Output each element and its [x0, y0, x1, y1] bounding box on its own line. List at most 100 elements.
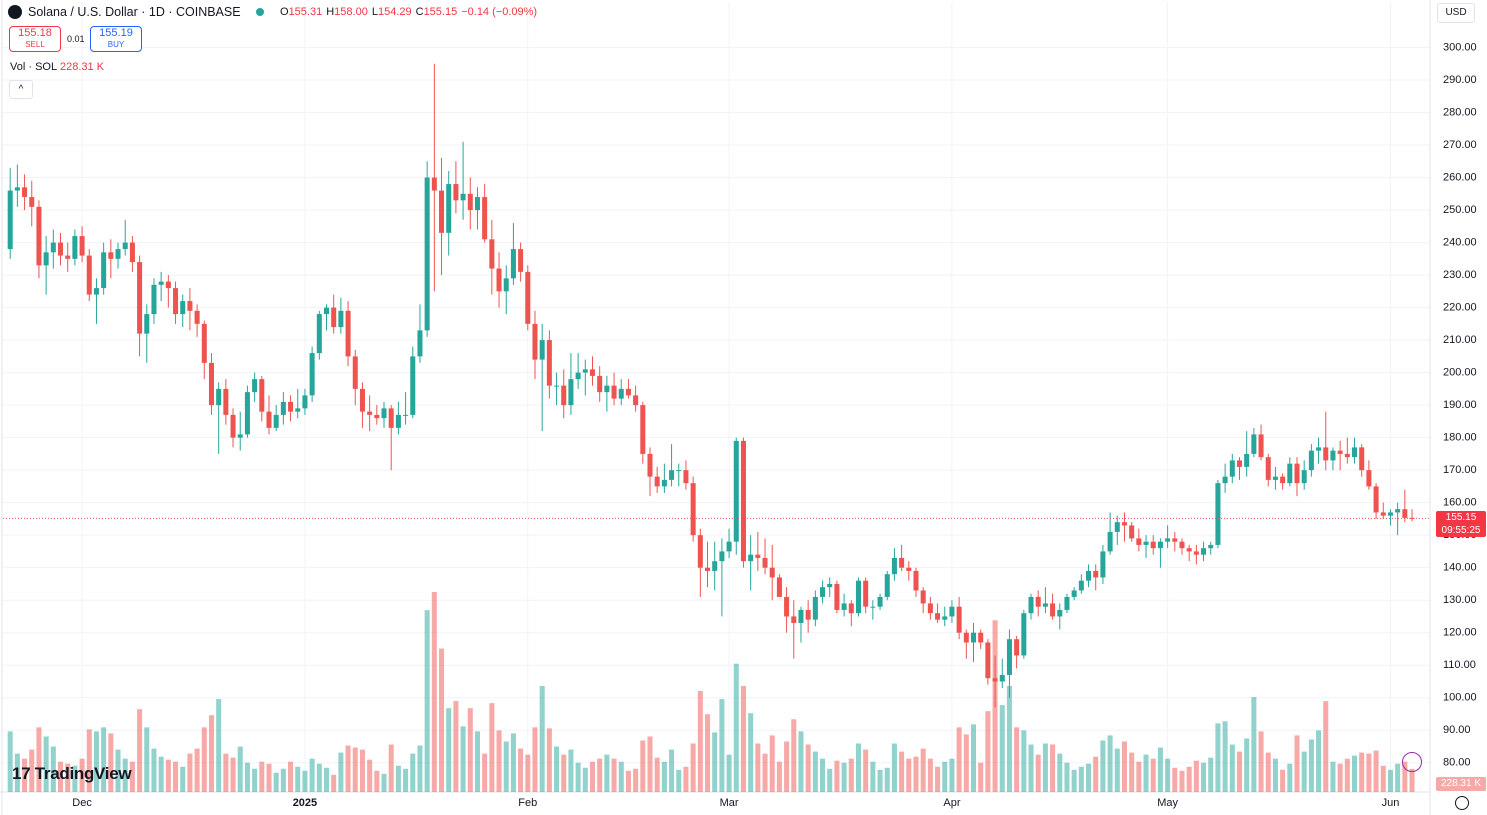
volume-bar [539, 685, 545, 792]
candle-body [1344, 453, 1350, 458]
candle-body [1409, 517, 1415, 519]
volume-bar [661, 761, 667, 792]
candle-body [985, 642, 991, 679]
candle-body [1330, 450, 1336, 461]
candle-body [906, 567, 912, 571]
volume-bar [1121, 741, 1127, 792]
candle-body [942, 616, 948, 620]
candle-body [935, 613, 941, 620]
candle-body [482, 197, 488, 240]
y-tick-label: 160.00 [1443, 497, 1477, 509]
candle-body [776, 577, 782, 597]
candle-body [1136, 538, 1142, 545]
volume-bar [410, 753, 416, 792]
candle-body [1287, 463, 1293, 484]
candle-body [446, 184, 452, 233]
ohlc-value: 158.00 [334, 6, 368, 18]
candle-body [460, 193, 466, 201]
candle-body [1366, 470, 1372, 487]
candle-body [503, 278, 509, 292]
volume-bar [1193, 760, 1199, 792]
volume-bar [820, 758, 826, 792]
volume-bar [439, 648, 445, 792]
volume-bar [1229, 744, 1235, 792]
volume-bar [654, 757, 660, 792]
candle-body [14, 187, 20, 191]
volume-bar [367, 759, 373, 792]
sell-button[interactable]: 155.18 SELL [9, 26, 61, 52]
candle-body [1323, 447, 1329, 461]
volume-bar [1093, 756, 1099, 792]
volume-bar [223, 753, 229, 792]
market-status[interactable] [256, 8, 264, 16]
logo[interactable]: 17 TradingView [12, 764, 132, 783]
candle-body [870, 606, 876, 608]
candle-body [697, 535, 703, 568]
volume-bar [1215, 723, 1221, 792]
candle-body [431, 177, 437, 191]
candle-body [252, 379, 258, 393]
candle-body [532, 323, 538, 360]
candle-body [1294, 463, 1300, 484]
volume-bar [769, 735, 775, 792]
volume-bar [1078, 766, 1084, 792]
volume-bar [151, 748, 157, 792]
volume-bar [352, 747, 358, 792]
candle-body [784, 596, 790, 617]
symbol-icon [8, 5, 22, 19]
volume-bar [302, 770, 308, 792]
candle-body [719, 551, 725, 562]
volume-bar [625, 770, 631, 792]
candle-body [618, 388, 624, 399]
y-tick-label: 190.00 [1443, 399, 1477, 411]
volume-bar [65, 763, 71, 792]
volume-bar [1100, 740, 1106, 792]
candle-body [216, 388, 222, 406]
volume-bar [1402, 761, 1408, 792]
candle-body [129, 242, 135, 263]
y-tick-label: 170.00 [1443, 464, 1477, 476]
candle-body [1179, 541, 1185, 549]
volume-bar [503, 741, 509, 792]
settings-icon[interactable] [1455, 796, 1469, 810]
volume-bar [712, 732, 718, 792]
volume-bar [719, 699, 725, 792]
y-tick-label: 240.00 [1443, 236, 1477, 248]
candle-body [841, 603, 847, 610]
y-tick-label: 80.00 [1443, 757, 1471, 769]
y-tick-label: 230.00 [1443, 269, 1477, 281]
volume-bar [1251, 697, 1257, 792]
buy-button[interactable]: 155.19 BUY [90, 26, 142, 52]
candle-body [676, 470, 682, 472]
candle-body [827, 583, 833, 588]
y-tick-label: 90.00 [1443, 724, 1471, 736]
volume-bar [640, 740, 646, 792]
candle-body [1157, 541, 1163, 549]
symbol-title[interactable]: Solana / U.S. Dollar · 1D · COINBASE [28, 5, 241, 19]
volume-bar [1014, 727, 1020, 792]
candle-body [453, 184, 459, 201]
x-tick-label: Jun [1382, 797, 1400, 809]
volume-bar [1395, 763, 1401, 792]
candle-body [1308, 450, 1314, 471]
currency-button[interactable]: USD [1437, 3, 1475, 23]
assistant-icon[interactable] [1402, 752, 1422, 772]
volume-bar [920, 748, 926, 792]
volume-bar [467, 708, 473, 792]
ohlc-value: 155.15 [423, 6, 458, 18]
candle-body [489, 239, 495, 269]
candle-body [1272, 476, 1278, 480]
candle-body [633, 395, 639, 406]
volume-legend: Vol · SOL [10, 61, 58, 73]
volume-bar [1244, 738, 1250, 792]
candle-body [417, 330, 423, 357]
ohlc-key: H [326, 6, 335, 18]
candle-body [1150, 541, 1156, 549]
volume-bar [1201, 762, 1207, 792]
collapse-button[interactable]: ^ [9, 80, 33, 99]
spread: 0.01 [67, 34, 85, 44]
last-price-label: 155.15 09:55:25 [1436, 511, 1486, 538]
candle-body [331, 307, 337, 328]
volume-bar [1071, 769, 1077, 792]
candle-body [273, 414, 279, 428]
